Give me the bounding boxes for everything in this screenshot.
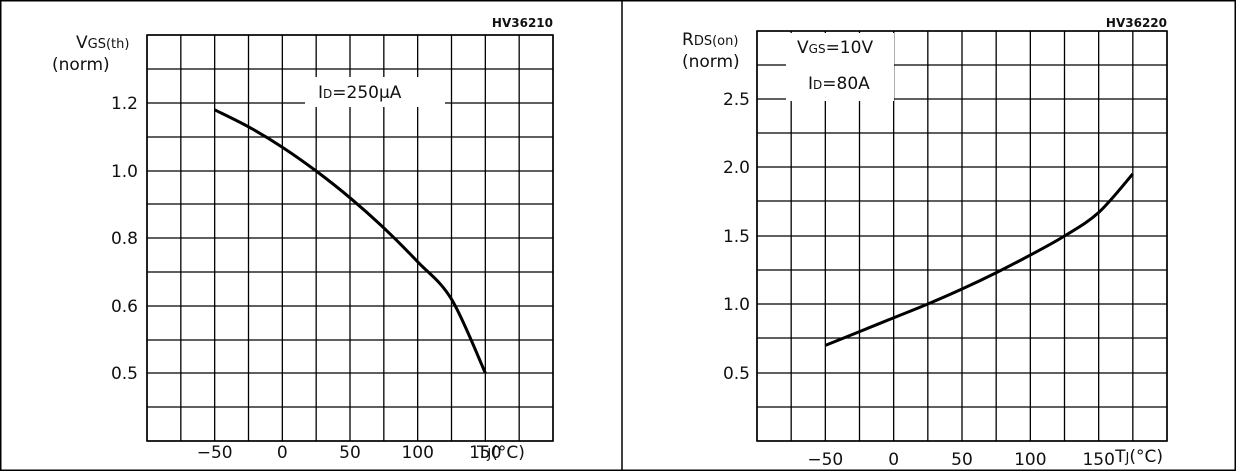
annotation-backdrop bbox=[305, 77, 445, 107]
xtick-label: 150 bbox=[1082, 450, 1114, 470]
ytick-label: 1.0 bbox=[111, 162, 138, 182]
chart1-figure-code: HV36210 bbox=[492, 16, 553, 30]
chart2-ylabel-line1: RDS(on) bbox=[682, 30, 738, 50]
annotation-backdrop bbox=[786, 33, 894, 101]
chart1-annotation-box: ID=250µA bbox=[305, 77, 445, 107]
ytick-label: 0.6 bbox=[111, 297, 138, 317]
chart2-plot-frame bbox=[756, 30, 1168, 442]
xtick-label: 50 bbox=[339, 443, 361, 463]
chart1-plot-frame bbox=[146, 34, 554, 442]
chart1-grid bbox=[146, 34, 554, 442]
chart2-figure-code: HV36220 bbox=[1106, 16, 1167, 30]
chart2-annotation-box: VGS=10V ID=80A bbox=[786, 33, 894, 101]
ytick-label: 1.2 bbox=[111, 94, 138, 114]
chart2-xlabel: TJ(°C) bbox=[1114, 447, 1163, 467]
ytick-label: 1.0 bbox=[723, 295, 750, 315]
xtick-label: 100 bbox=[1014, 450, 1046, 470]
annotation-text: VGS=10V bbox=[797, 38, 873, 58]
ytick-label: 2.0 bbox=[723, 158, 750, 178]
chart2-ylabel-line2: (norm) bbox=[682, 52, 740, 72]
chart1-xtick-labels: −50 0 50 100 150 bbox=[197, 443, 502, 463]
chart1-ylabel-line1: VGS(th) bbox=[76, 33, 129, 53]
ytick-label: 1.5 bbox=[723, 227, 750, 247]
annotation-text: ID=80A bbox=[808, 74, 870, 94]
vgs-threshold-chart: HV36210 VGS(th) (norm) TJ(°C) ID=250µA 1… bbox=[52, 16, 554, 463]
ytick-label: 0.5 bbox=[111, 364, 138, 384]
xtick-label: 0 bbox=[888, 450, 899, 470]
chart2-ytick-labels: 2.5 2.0 1.5 1.0 0.5 bbox=[723, 90, 750, 384]
chart1-series-line bbox=[213, 108, 487, 374]
annotation-text: ID=250µA bbox=[318, 83, 402, 103]
ytick-label: 2.5 bbox=[723, 90, 750, 110]
rds-on-chart: HV36220 RDS(on) (norm) TJ(°C) VGS=10V ID=… bbox=[682, 16, 1168, 470]
xtick-label: 100 bbox=[401, 443, 433, 463]
chart2-series-line bbox=[824, 172, 1134, 347]
chart1-ytick-labels: 1.2 1.0 0.8 0.6 0.5 bbox=[111, 94, 138, 384]
chart1-ylabel-line2: (norm) bbox=[52, 55, 110, 75]
ytick-label: 0.5 bbox=[723, 364, 750, 384]
ytick-label: 0.8 bbox=[111, 229, 138, 249]
xtick-label: 150 bbox=[469, 443, 501, 463]
xtick-label: −50 bbox=[197, 443, 233, 463]
xtick-label: −50 bbox=[807, 450, 843, 470]
xtick-label: 50 bbox=[951, 450, 973, 470]
xtick-label: 0 bbox=[277, 443, 288, 463]
chart1-xlabel: TJ(°C) bbox=[476, 443, 525, 463]
chart2-xtick-labels: −50 0 50 100 150 bbox=[807, 450, 1115, 470]
